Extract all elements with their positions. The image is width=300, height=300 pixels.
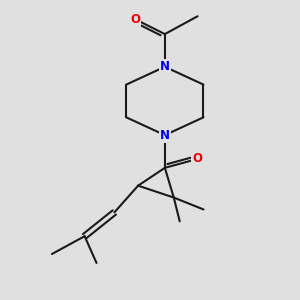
- Text: N: N: [160, 129, 170, 142]
- Text: O: O: [193, 152, 202, 165]
- Text: N: N: [160, 60, 170, 73]
- Text: O: O: [130, 13, 140, 26]
